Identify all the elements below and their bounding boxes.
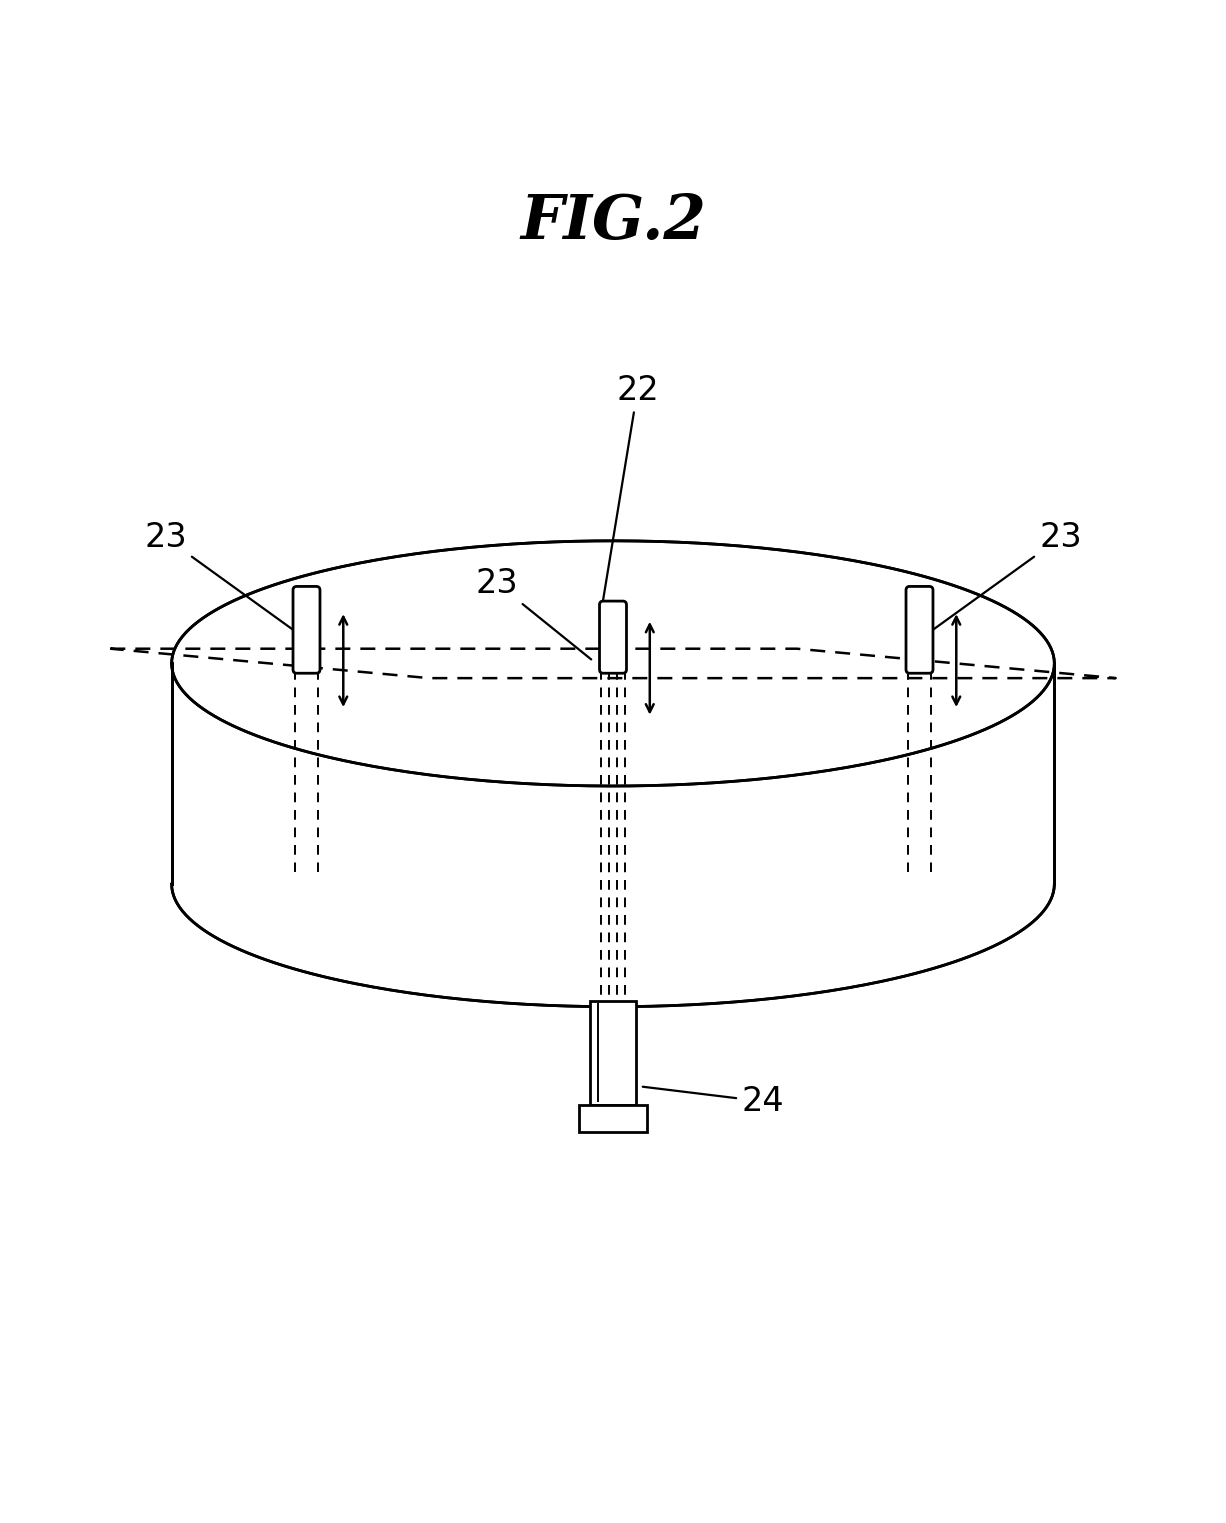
Text: 24: 24: [642, 1084, 785, 1118]
Text: 23: 23: [145, 521, 294, 631]
FancyBboxPatch shape: [579, 1104, 646, 1132]
FancyBboxPatch shape: [590, 1001, 636, 1104]
Text: 23: 23: [476, 567, 591, 659]
FancyBboxPatch shape: [293, 586, 320, 673]
FancyBboxPatch shape: [906, 586, 933, 673]
Text: 22: 22: [601, 373, 658, 612]
Text: 23: 23: [932, 521, 1081, 631]
Polygon shape: [172, 664, 1054, 1007]
Ellipse shape: [172, 541, 1054, 786]
FancyBboxPatch shape: [600, 602, 626, 673]
Text: FIG.2: FIG.2: [520, 192, 706, 253]
